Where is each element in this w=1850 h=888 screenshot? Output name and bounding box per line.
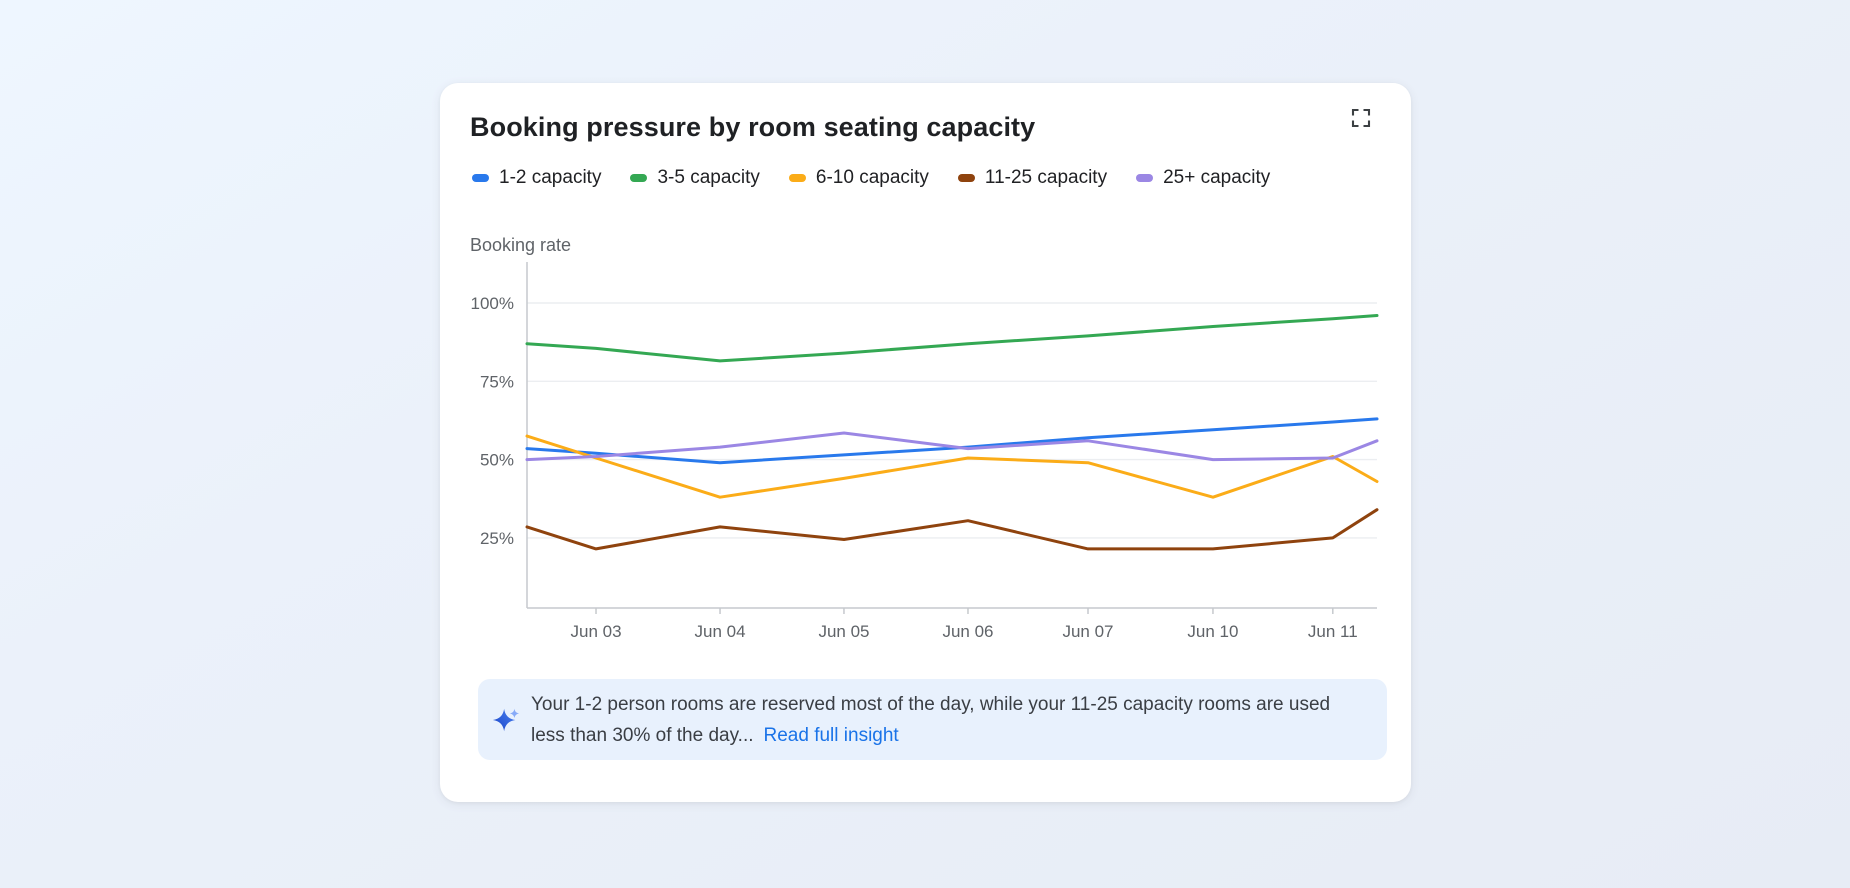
y-tick-label: 50% xyxy=(480,451,514,470)
series-line-3-5-capacity[interactable] xyxy=(525,314,1379,363)
legend-swatch-icon xyxy=(1136,174,1154,182)
x-tick-label: Jun 11 xyxy=(1308,622,1358,641)
insight-message: Your 1-2 person rooms are reserved most … xyxy=(531,693,1331,746)
x-tick-label: Jun 06 xyxy=(942,622,993,641)
x-tick-label: Jun 03 xyxy=(570,622,621,641)
series-line-1-2-capacity[interactable] xyxy=(525,417,1379,465)
insight-text: Your 1-2 person rooms are reserved most … xyxy=(531,689,1363,751)
series-line-25+-capacity[interactable] xyxy=(525,431,1379,462)
legend-item-label: 6-10 capacity xyxy=(815,167,929,188)
sparkle-icon xyxy=(492,708,520,731)
legend-item[interactable]: 6-10 capacity xyxy=(788,167,929,189)
legend-item[interactable]: 25+ capacity xyxy=(1136,167,1270,189)
y-tick-label: 25% xyxy=(480,529,514,548)
legend-swatch-icon xyxy=(630,174,648,182)
chart-canvas[interactable]: 100% 75% 50% 25% Jun 03 Jun 04 Jun 05 Jun 06 Jun… xyxy=(440,233,1411,663)
series-line-11-25-capacity[interactable] xyxy=(525,508,1379,551)
legend-item[interactable]: 3-5 capacity xyxy=(630,167,760,189)
chart-card: Booking pressure by room seating capacit… xyxy=(440,83,1411,802)
x-tick-label: Jun 10 xyxy=(1187,622,1238,641)
legend-item-label: 11-25 capacity xyxy=(984,167,1108,188)
legend-item[interactable]: 1-2 capacity xyxy=(472,167,601,189)
legend-item-label: 3-5 capacity xyxy=(657,167,760,188)
x-tick-label: Jun 04 xyxy=(695,622,746,641)
x-tick-label: Jun 05 xyxy=(818,622,869,641)
y-axis-title: Booking rate xyxy=(470,235,572,255)
card-title: Booking pressure by room seating capacit… xyxy=(470,112,1036,142)
x-tick-label: Jun 07 xyxy=(1062,622,1113,641)
insight-banner: Your 1-2 person rooms are reserved most … xyxy=(478,679,1387,760)
legend-swatch-icon xyxy=(472,174,489,182)
expand-button[interactable] xyxy=(1348,105,1374,131)
read-full-insight-link[interactable]: Read full insight xyxy=(763,724,899,746)
legend-swatch-icon xyxy=(788,174,806,182)
series-line-6-10-capacity[interactable] xyxy=(525,434,1379,499)
y-tick-label: 75% xyxy=(480,372,514,391)
y-tick-label: 100% xyxy=(471,294,514,313)
fullscreen-icon xyxy=(1351,108,1371,128)
legend-swatch-icon xyxy=(957,174,975,182)
legend-item-label: 1-2 capacity xyxy=(499,167,602,188)
legend-item-label: 25+ capacity xyxy=(1163,167,1271,188)
legend-item[interactable]: 11-25 capacity xyxy=(957,167,1108,189)
legend: 1-2 capacity 3-5 capacity 6-10 capacity 11-… xyxy=(472,167,1270,189)
